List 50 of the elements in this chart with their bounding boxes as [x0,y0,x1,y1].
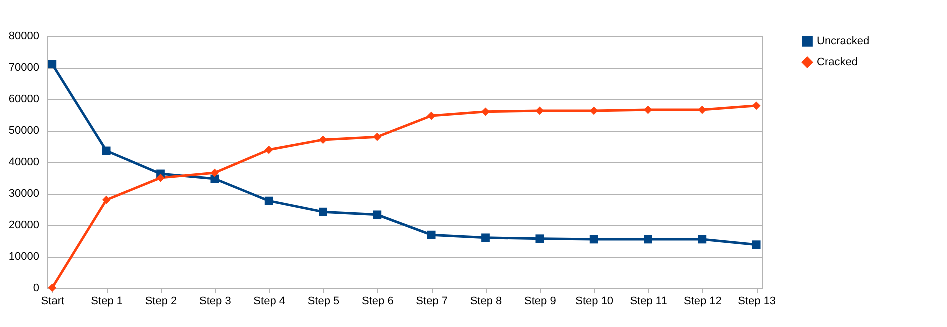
point [102,196,111,204]
point [482,234,490,242]
x-tick-label: Step 13 [738,296,776,308]
y-tick-label: 40000 [8,156,40,168]
point [427,230,436,240]
point [319,208,328,216]
point [210,168,220,178]
legend-label: Cracked [817,56,858,68]
point [210,174,220,184]
point [156,174,165,182]
x-tick-label: Step 8 [470,296,502,308]
point [102,146,111,156]
point [644,106,652,114]
y-tick-label: 0 [33,282,40,294]
x-tick-label: Step 10 [576,296,614,308]
point [536,234,544,244]
x-tick-label: Step 2 [145,296,178,308]
y-tick-label: 10000 [8,251,40,263]
x-tick-label: Step 9 [524,296,556,308]
point [590,235,598,244]
point [698,235,707,244]
x-tick-label: Step 5 [308,296,340,308]
point [752,240,761,250]
point [698,106,707,114]
point [752,102,761,110]
x-tick-label: Step 11 [630,296,668,308]
point [319,136,328,144]
y-tick-label: 30000 [8,188,40,200]
point [48,284,57,292]
legend-label: Uncracked [817,36,870,48]
point [373,132,382,142]
point [48,60,57,69]
y-tick-label: 60000 [8,94,40,106]
x-tick-label: Step 7 [416,296,448,308]
point [427,112,436,120]
point [373,210,382,220]
y-tick-label: 80000 [8,30,40,42]
x-tick-label: Step 12 [684,296,722,308]
point [644,235,652,244]
x-tick-label: Step 3 [200,296,232,308]
point [264,196,274,206]
x-tick-label: Step 4 [254,296,286,308]
point [482,108,490,116]
x-tick-label: Step 6 [362,296,394,308]
y-tick-label: 50000 [8,125,40,137]
y-tick-label: 20000 [8,220,40,232]
x-tick-label: Start [41,296,65,308]
point [264,146,274,154]
x-tick-label: Step 1 [91,296,123,308]
y-tick-label: 70000 [8,62,40,74]
